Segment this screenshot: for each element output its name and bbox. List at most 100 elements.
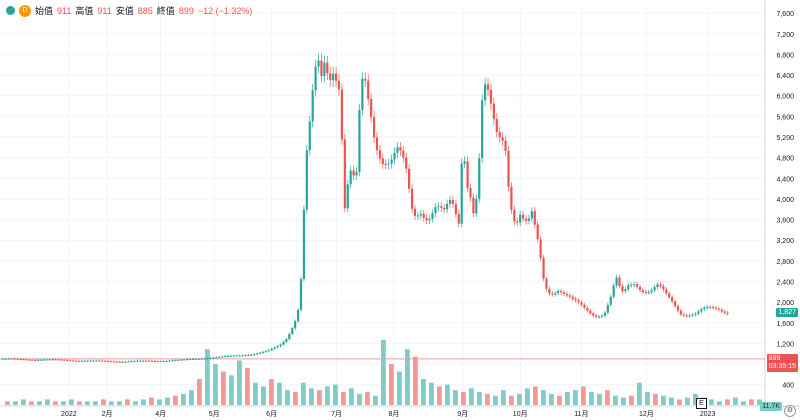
candle-body (180, 359, 183, 361)
candle-body (387, 163, 390, 165)
candle-body (419, 213, 422, 216)
volume-bar (21, 399, 26, 405)
candle-body (516, 221, 519, 223)
candle-body (314, 66, 317, 91)
y-tick-label: 3,600 (776, 218, 794, 225)
candle-body (679, 310, 682, 315)
candle-body (332, 73, 335, 81)
candle-body (39, 359, 43, 361)
volume-bar (725, 399, 730, 405)
y-tick-label: 6,800 (776, 52, 794, 59)
candle-body (279, 344, 282, 347)
volume-bar (181, 393, 186, 405)
candle-body (31, 359, 34, 361)
candle-body (568, 295, 571, 297)
candle-body (381, 158, 384, 165)
candle-body (580, 302, 583, 305)
candle-body (317, 60, 320, 67)
candle-body (437, 206, 440, 208)
candle-body (659, 284, 662, 287)
candle-body (367, 80, 370, 99)
volume-bar (269, 379, 274, 405)
candle-body (533, 211, 536, 225)
candle-body (416, 215, 419, 217)
volume-bar (213, 364, 218, 405)
candle-body (597, 316, 601, 318)
volume-bar (757, 399, 762, 405)
candle-body (726, 312, 729, 314)
candle-body (472, 197, 475, 214)
close-value: 899 (178, 5, 194, 16)
volume-bar (221, 371, 226, 405)
candle-body (653, 287, 656, 291)
x-tick-label: 11月 (574, 410, 588, 418)
candle-body (521, 214, 525, 219)
candle-body (69, 360, 72, 362)
earnings-event-marker[interactable]: E (696, 398, 707, 409)
candle-body (633, 284, 636, 286)
candle-body (326, 62, 329, 74)
candle-body (188, 359, 192, 361)
candle-body (220, 356, 224, 358)
candle-body (232, 355, 235, 357)
candle-body (463, 161, 466, 164)
volume-bar (581, 386, 586, 405)
candle-body (89, 360, 92, 362)
volume-bar (485, 393, 490, 405)
candle-body (294, 321, 297, 329)
candle-body (358, 110, 361, 172)
volume-bar (189, 390, 194, 405)
candle-body (16, 358, 19, 360)
candle-body (109, 361, 113, 363)
candle-body (630, 284, 633, 286)
high-label: 高值 (75, 6, 94, 16)
candle-body (209, 357, 212, 359)
volume-badge: 11.7K (760, 402, 782, 411)
candle-body (121, 361, 124, 363)
candle-body (206, 358, 209, 360)
candle-body (127, 361, 130, 363)
candle-body (609, 296, 612, 305)
candle-body (527, 218, 531, 221)
candle-body (542, 257, 545, 279)
volume-bar (709, 399, 714, 405)
candle-body (153, 360, 156, 362)
candle-body (603, 312, 607, 316)
candle-body (51, 359, 54, 361)
volume-bar (85, 401, 90, 405)
volume-bar (69, 399, 74, 405)
candle-body (413, 208, 417, 216)
candle-body (720, 309, 723, 312)
volume-bar (205, 349, 210, 405)
volume-bar (53, 401, 58, 405)
candle-body (673, 301, 677, 307)
settings-gear-icon[interactable]: ⚙ (784, 405, 796, 417)
candle-body (422, 213, 425, 218)
y-tick-label: 2,000 (776, 300, 794, 307)
candle-body (296, 309, 300, 322)
current-price-value: 899 (768, 355, 781, 362)
interval-badge[interactable]: D (19, 4, 31, 17)
high-value: 911 (97, 5, 112, 16)
candle-body (583, 304, 586, 308)
volume-bar (381, 340, 386, 405)
candle-body (668, 293, 671, 298)
candle-body (510, 186, 513, 210)
candle-body (159, 361, 162, 363)
candle-body (171, 360, 174, 362)
candle-body (95, 360, 98, 362)
candle-body (71, 360, 75, 362)
volume-bar (301, 382, 306, 405)
candle-body (13, 358, 16, 360)
volume-bar (29, 401, 34, 405)
candle-body (215, 357, 218, 359)
candle-body (460, 163, 463, 224)
x-tick-label: 8月 (389, 410, 400, 418)
candle-body (288, 333, 291, 340)
candle-body (191, 358, 194, 360)
candle-body (150, 360, 154, 362)
candle-body (212, 357, 215, 359)
candle-body (595, 315, 598, 317)
candle-body (489, 89, 493, 104)
